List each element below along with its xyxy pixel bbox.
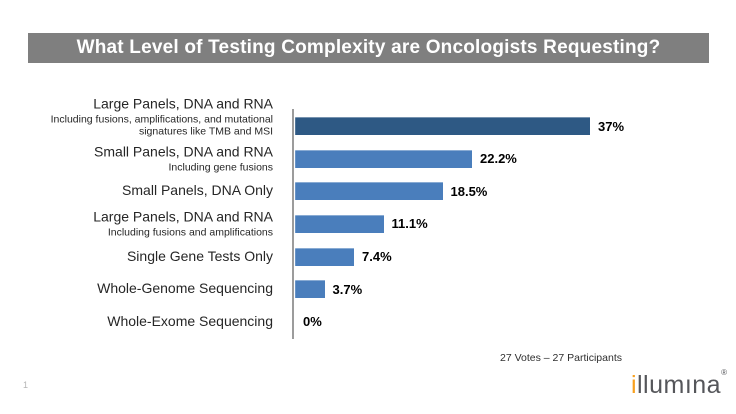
category-label-sub: Including fusions, amplifications, and m… (50, 113, 273, 138)
value-label: 18.5% (450, 183, 488, 199)
chart-row: Whole-Genome Sequencing 3.7% (43, 273, 733, 306)
slide-title: What Level of Testing Complexity are Onc… (76, 37, 661, 58)
bar (295, 149, 472, 168)
category-label: Large Panels, DNA and RNA Including fusi… (43, 209, 273, 238)
bar-area: 18.5% (295, 175, 487, 208)
value-label: 22.2% (480, 151, 517, 167)
category-label: Single Gene Tests Only (43, 247, 273, 265)
category-label-main: Whole-Exome Sequencing (107, 312, 273, 329)
category-label-sub: Including fusions and amplifications (107, 226, 273, 239)
category-label: Large Panels, DNA and RNA Including fusi… (43, 95, 273, 138)
bar (295, 280, 325, 299)
votes-footnote: 27 Votes – 27 Participants (500, 352, 622, 364)
slide-title-bar: What Level of Testing Complexity are Onc… (28, 33, 709, 63)
category-label: Small Panels, DNA and RNA Including gene… (43, 144, 273, 173)
category-label: Whole-Genome Sequencing (43, 281, 273, 297)
bar-area: 37% (295, 110, 624, 143)
chart-row: Small Panels, DNA Only 18.5% (43, 175, 733, 208)
category-label: Small Panels, DNA Only (43, 182, 273, 200)
chart-row: Large Panels, DNA and RNA Including fusi… (43, 96, 733, 143)
value-label: 11.1% (391, 216, 428, 232)
bar-area: 7.4% (295, 240, 392, 273)
chart-rows: Large Panels, DNA and RNA Including fusi… (43, 96, 733, 338)
bar-area: 11.1% (295, 208, 428, 241)
bar-area: 3.7% (295, 273, 362, 306)
slide-page-number: 1 (23, 380, 29, 390)
category-label: Whole-Exome Sequencing (43, 312, 273, 330)
category-label-main: Single Gene Tests Only (126, 247, 273, 264)
bar-area: 22.2% (295, 143, 517, 176)
illumina-logo-orange-i: i (630, 371, 637, 399)
value-label: 7.4% (362, 249, 392, 265)
value-label: 37% (598, 118, 625, 134)
bar (295, 247, 354, 266)
chart-row: Small Panels, DNA and RNA Including gene… (43, 143, 733, 176)
chart-row: Whole-Exome Sequencing 0% (43, 305, 733, 338)
value-label: 0% (303, 314, 322, 330)
chart-row: Large Panels, DNA and RNA Including fusi… (43, 208, 733, 241)
category-label-sub: Including gene fusions (168, 161, 274, 174)
bar (295, 117, 590, 136)
category-label-main: Large Panels, DNA and RNA (93, 208, 273, 225)
chart-row: Single Gene Tests Only 7.4% (43, 240, 733, 273)
value-label: 3.7% (332, 281, 363, 297)
category-label-main: Small Panels, DNA and RNA (94, 143, 273, 160)
category-label-main: Small Panels, DNA Only (122, 182, 273, 199)
illumina-logo: illumına® (631, 368, 727, 400)
illumina-logo-text: llumına (637, 371, 722, 399)
category-label-main: Large Panels, DNA and RNA (93, 95, 273, 112)
category-axis-line (292, 109, 294, 339)
bar (295, 214, 384, 233)
bar-area: 0% (295, 305, 322, 338)
category-label-main: Whole-Genome Sequencing (97, 280, 273, 297)
registered-trademark-icon: ® (721, 368, 727, 377)
bar (295, 182, 443, 201)
